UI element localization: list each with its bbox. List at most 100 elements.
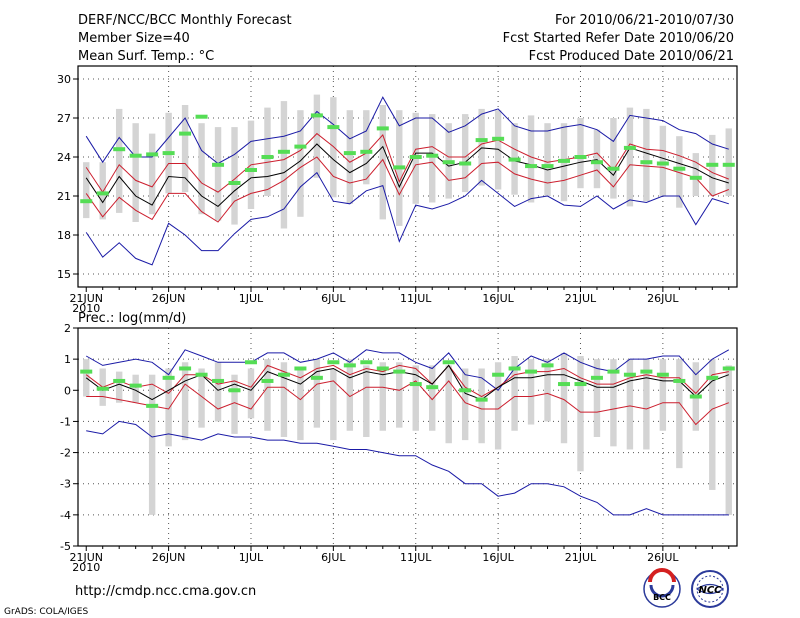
ensemble-mean-marker — [459, 161, 472, 166]
ensemble-mean-marker — [360, 149, 373, 154]
y-tick-label: -2 — [60, 447, 71, 460]
ensemble-mean-marker — [558, 382, 571, 387]
range-bar — [231, 127, 238, 225]
range-bar — [379, 105, 386, 220]
range-bar — [676, 136, 683, 208]
series-upper-spread — [85, 132, 729, 194]
ensemble-mean-marker — [689, 175, 702, 180]
ensemble-mean-marker — [623, 372, 636, 377]
series-lower-spread — [86, 380, 729, 426]
x-tick-label: 16JUL — [482, 551, 514, 564]
range-bar — [132, 374, 139, 403]
range-bar — [313, 94, 321, 178]
ensemble-mean-marker — [277, 372, 290, 377]
ensemble-mean-marker — [261, 378, 274, 383]
ensemble-mean-marker — [228, 388, 241, 393]
ensemble-mean-marker — [492, 136, 505, 141]
ensemble-mean-marker — [673, 166, 686, 171]
plot-frame — [77, 65, 738, 288]
ensemble-mean-marker — [722, 366, 735, 371]
source-url[interactable]: http://cmdp.ncc.cma.gov.cn — [75, 584, 256, 599]
series-median — [85, 143, 729, 208]
range-bar — [659, 359, 667, 431]
x-tick-label: 26JUL — [647, 292, 679, 305]
series-lower-envelope — [86, 420, 729, 516]
range-bar — [330, 368, 337, 441]
range-bar — [494, 362, 502, 450]
ensemble-mean-marker — [294, 366, 307, 371]
range-bar — [379, 362, 386, 431]
range-bar — [725, 128, 732, 196]
ensemble-mean-marker — [327, 125, 340, 130]
ensemble-mean-marker — [113, 147, 126, 152]
ensemble-mean-marker — [129, 153, 142, 158]
range-bar — [527, 115, 535, 203]
range-bar — [527, 359, 535, 425]
ensemble-mean-marker — [475, 397, 488, 402]
y-tick-label: 27 — [57, 112, 71, 125]
ensemble-mean-marker — [426, 385, 439, 390]
ensemble-mean-marker — [146, 152, 159, 157]
range-bar — [610, 359, 617, 447]
x-tick-label: 6JUL — [321, 551, 346, 564]
range-bar — [593, 129, 601, 189]
ensemble-mean-marker — [96, 386, 109, 391]
range-bar — [560, 352, 568, 444]
ensemble-mean-marker — [541, 363, 554, 368]
x-tick-label: 26JUN — [152, 551, 186, 564]
range-bar — [626, 107, 634, 207]
range-bar — [461, 368, 469, 441]
y-tick-label: 18 — [57, 229, 71, 242]
x-tick-label: 11JUL — [400, 551, 432, 564]
range-bar — [692, 153, 700, 196]
x-tick-label: 1JUL — [239, 292, 264, 305]
ensemble-mean-marker — [574, 382, 587, 387]
range-bar — [148, 133, 156, 215]
ncc-logo: NCC — [691, 570, 729, 608]
range-bar — [429, 114, 436, 203]
range-bar — [544, 123, 551, 196]
ensemble-mean-marker — [393, 369, 406, 374]
ensemble-mean-marker — [607, 166, 620, 171]
ensemble-mean-marker — [393, 165, 406, 170]
forecast-produced-date: Fcst Produced Date 2010/06/21 — [529, 49, 734, 64]
ensemble-mean-marker — [376, 366, 389, 371]
ensemble-mean-marker — [558, 158, 571, 163]
range-bar — [593, 359, 601, 437]
ensemble-mean-marker — [228, 181, 241, 185]
ensemble-mean-marker — [492, 372, 505, 377]
ensemble-mean-marker — [706, 375, 719, 380]
ensemble-mean-marker — [343, 151, 356, 156]
series-lower-spread — [85, 156, 729, 223]
range-bar — [83, 162, 90, 219]
ensemble-mean-marker — [525, 369, 538, 374]
range-bar — [577, 356, 584, 472]
range-bar — [148, 374, 156, 515]
ensemble-mean-marker — [310, 113, 323, 118]
range-bar — [132, 123, 139, 222]
range-bar — [165, 368, 172, 447]
x-tick-label: 1JUL — [239, 551, 264, 564]
range-bar — [198, 123, 205, 215]
range-bar — [264, 107, 271, 196]
y-tick-label: -5 — [60, 540, 71, 553]
range-bar — [280, 362, 288, 437]
ensemble-mean-marker — [706, 162, 719, 167]
ensemble-mean-marker — [244, 360, 257, 365]
range-bar — [725, 365, 732, 515]
y-tick-label: 30 — [57, 73, 71, 86]
y-tick-label: 0 — [64, 384, 71, 397]
ensemble-mean-marker — [508, 366, 521, 371]
ensemble-mean-marker — [212, 162, 225, 167]
ensemble-mean-marker — [640, 160, 653, 165]
range-bar — [297, 368, 304, 441]
ensemble-mean-marker — [689, 394, 702, 399]
ensemble-mean-marker — [426, 153, 439, 158]
ensemble-mean-marker — [525, 164, 538, 169]
range-bar — [544, 359, 551, 422]
bcc-logo: BCC — [643, 568, 681, 608]
ensemble-mean-marker — [96, 191, 109, 196]
range-bar — [198, 368, 205, 428]
ensemble-mean-marker — [277, 149, 290, 154]
